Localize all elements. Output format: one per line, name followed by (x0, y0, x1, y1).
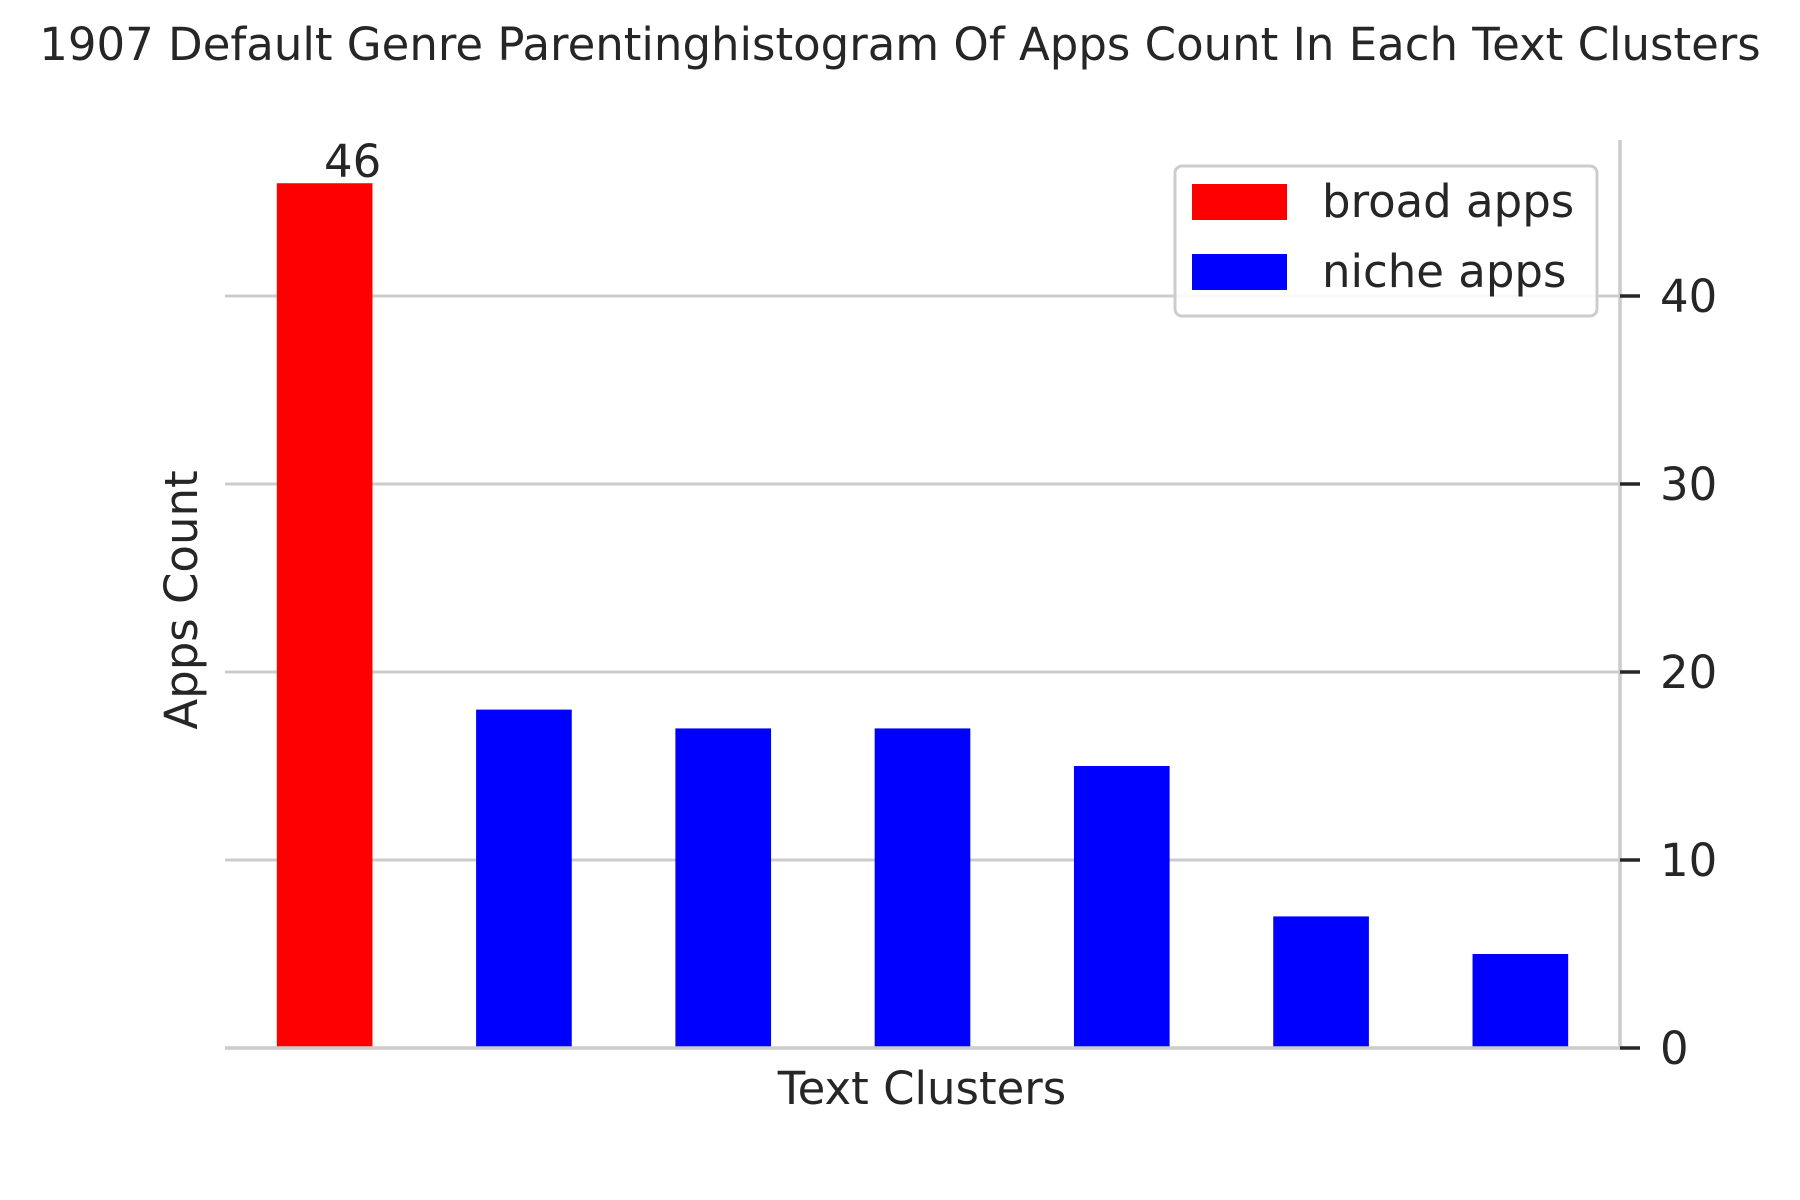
y-tick-label: 0 (1660, 1022, 1689, 1075)
legend-swatch (1192, 254, 1287, 290)
y-tick-label: 40 (1660, 270, 1717, 323)
bar-value-label: 46 (324, 135, 381, 188)
y-tick-label: 20 (1660, 646, 1717, 699)
bar (874, 728, 971, 1048)
bar (476, 709, 572, 1048)
y-axis-label: Apps Count (155, 470, 208, 729)
bars (276, 183, 1569, 1048)
bar (276, 183, 373, 1048)
y-tick-label: 10 (1660, 834, 1717, 887)
bar-labels: 46 (324, 135, 381, 188)
x-axis-label: Text Clusters (777, 1062, 1066, 1115)
chart-title: 1907 Default Genre Parentinghistogram Of… (39, 18, 1761, 71)
bar (1073, 766, 1170, 1048)
y-tick-label: 30 (1660, 458, 1717, 511)
legend-label: niche apps (1322, 245, 1566, 298)
legend: broad apps niche apps (1173, 164, 1599, 318)
bar (675, 728, 772, 1048)
bar (1472, 954, 1569, 1048)
legend-swatch (1192, 184, 1287, 220)
bar (1273, 916, 1369, 1048)
legend-label: broad apps (1322, 175, 1574, 228)
axes: 0 10 20 30 40 (225, 140, 1717, 1075)
